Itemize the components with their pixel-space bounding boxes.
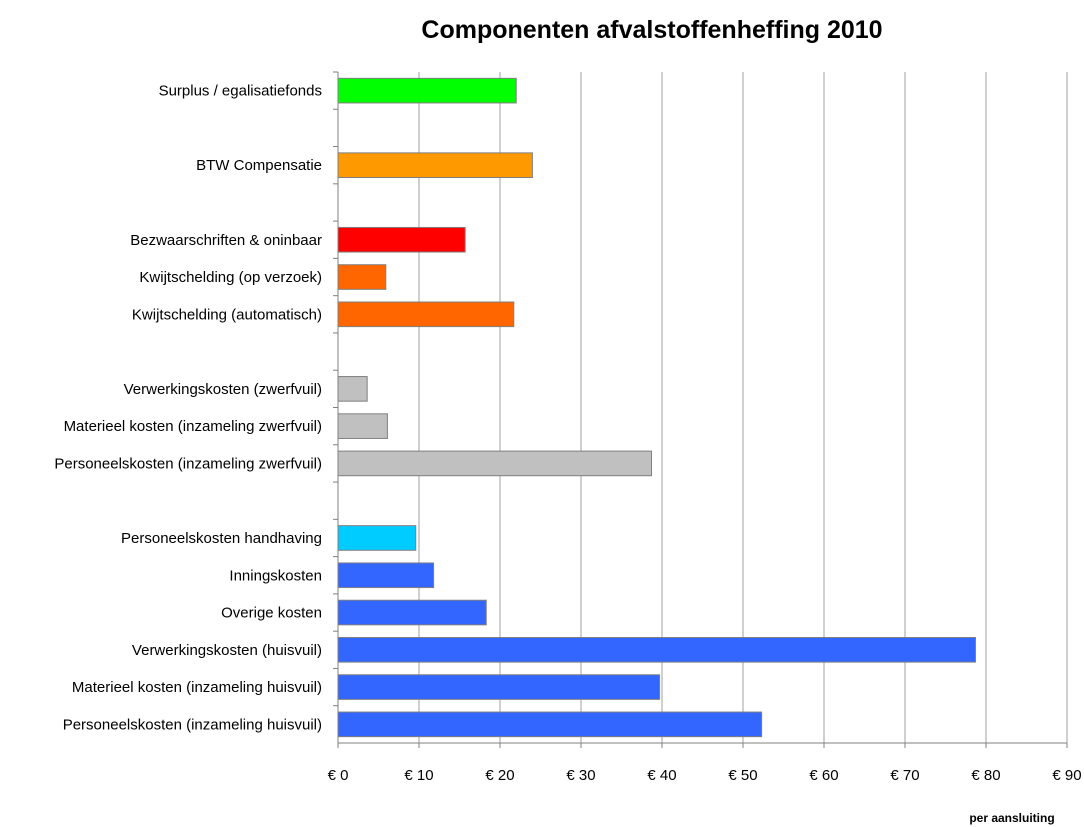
bar <box>337 376 368 402</box>
category-label: Kwijtschelding (op verzoek) <box>139 269 322 286</box>
x-tick-label: € 50 <box>728 767 757 784</box>
category-label: Materieel kosten (inzameling huisvuil) <box>72 679 322 696</box>
category-label: Personeelskosten (inzameling zwerfvuil) <box>54 455 322 472</box>
bar <box>337 637 976 663</box>
bar <box>337 711 763 738</box>
x-tick-label: € 70 <box>890 767 919 784</box>
bars <box>337 77 976 738</box>
x-tick-label: € 80 <box>971 767 1000 784</box>
x-tick-label: € 30 <box>566 767 595 784</box>
category-label: Inningskosten <box>229 567 322 584</box>
bar <box>337 599 487 626</box>
x-tick-label: € 90 <box>1052 767 1081 784</box>
x-tick-label: € 0 <box>328 767 349 784</box>
bar <box>337 450 652 477</box>
category-label: BTW Compensatie <box>196 157 322 174</box>
bar <box>337 301 515 328</box>
x-axis-label: per aansluiting <box>969 811 1054 825</box>
category-label: Verwerkingskosten (huisvuil) <box>132 642 322 659</box>
category-label: Overige kosten <box>221 605 322 622</box>
x-tick-label: € 60 <box>809 767 838 784</box>
x-tick-label: € 40 <box>647 767 676 784</box>
gridlines <box>418 72 1068 743</box>
category-label: Materieel kosten (inzameling zwerfvuil) <box>64 418 322 435</box>
bar <box>337 413 388 439</box>
category-label: Personeelskosten (inzameling huisvuil) <box>63 716 322 733</box>
bar <box>337 562 435 589</box>
category-label: Surplus / egalisatiefonds <box>159 83 322 100</box>
x-axis-ticks: € 0 € 10 € 20 € 30 € 40 € 50 € 60 € 70 € 80 € 90 <box>328 743 1082 784</box>
bar <box>337 77 517 104</box>
category-label: Personeelskosten handhaving <box>121 530 322 547</box>
x-tick-label: € 10 <box>404 767 433 784</box>
x-tick-label: € 20 <box>485 767 514 784</box>
bar <box>337 674 661 700</box>
category-label: Verwerkingskosten (zwerfvuil) <box>124 381 322 398</box>
category-labels: Surplus / egalisatiefonds BTW Compensatie… <box>54 71 338 733</box>
category-label: Bezwaarschriften & oninbaar <box>130 232 322 249</box>
bar <box>337 525 417 551</box>
bar <box>337 264 387 290</box>
bar <box>337 152 533 178</box>
category-label: Kwijtschelding (automatisch) <box>132 306 322 323</box>
chart-title: Componenten afvalstoffenheffing 2010 <box>421 16 882 44</box>
bar <box>337 226 466 253</box>
